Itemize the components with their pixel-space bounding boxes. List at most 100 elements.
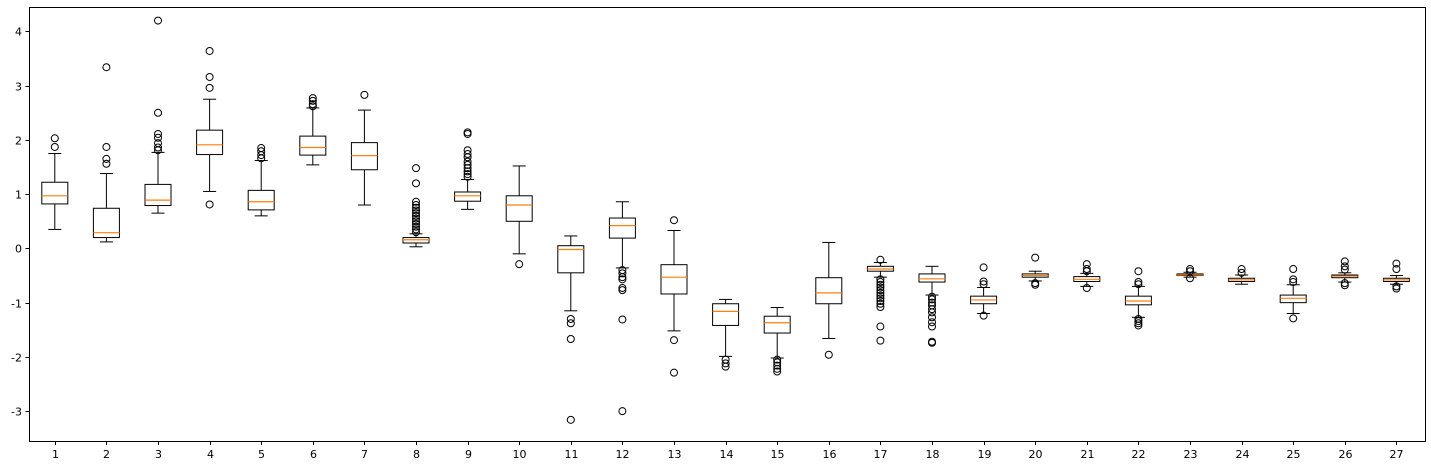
x-tick-label: 9: [465, 448, 472, 461]
outlier-point: [566, 335, 575, 344]
outlier-point: [154, 143, 162, 152]
outlier-point: [102, 159, 111, 168]
outlier-point: [876, 275, 885, 284]
outlier-point: [721, 362, 730, 371]
iqr-box: [92, 207, 120, 239]
iqr-box: [299, 135, 327, 156]
outlier-point: [1031, 280, 1040, 289]
outlier-point: [824, 350, 833, 359]
x-axis: 1 2 3 4 5 6 7 8 9 10 11 12 13 14 15 16 17 18 19 20 21 22 23 24 2…: [52, 441, 1404, 461]
iqr-box: [660, 264, 688, 295]
outlier-point: [618, 269, 627, 278]
box-group: [763, 307, 791, 376]
x-tick-label: 16: [823, 448, 837, 461]
outlier-point: [566, 314, 575, 323]
iqr-box: [918, 273, 946, 283]
outlier-point: [1237, 265, 1246, 274]
outlier-point: [1340, 281, 1349, 290]
outlier-point: [205, 200, 214, 209]
iqr-box: [815, 277, 843, 305]
outlier-point: [876, 322, 885, 331]
outlier-point: [308, 96, 317, 105]
iqr-box: [608, 217, 636, 239]
outlier-point: [928, 292, 936, 301]
x-tick-label: 18: [926, 448, 940, 461]
outlier-point: [308, 102, 317, 111]
box-group: [712, 298, 740, 371]
x-tick-label: 24: [1236, 448, 1250, 461]
outlier-point: [1134, 321, 1143, 330]
box-group: [505, 165, 533, 269]
outlier-point: [1340, 262, 1349, 271]
plot-content: [41, 16, 1410, 424]
outlier-point: [154, 16, 162, 25]
outlier-point: [50, 142, 59, 151]
x-tick-label: 20: [1029, 448, 1043, 461]
outlier-point: [463, 160, 472, 169]
outlier-point: [360, 90, 369, 99]
iqr-box: [505, 195, 533, 222]
outlier-point: [412, 203, 420, 212]
outlier-point: [928, 295, 936, 304]
outlier-point: [1392, 284, 1401, 293]
x-tick-label: 17: [874, 448, 888, 461]
outlier-point: [1134, 278, 1143, 287]
iqr-box: [454, 191, 482, 202]
box-group: [1073, 260, 1101, 293]
x-tick-label: 8: [413, 448, 420, 461]
outlier-point: [773, 361, 782, 370]
outlier-point: [1186, 274, 1194, 283]
outlier-point: [670, 336, 678, 345]
outlier-point: [566, 319, 575, 328]
box-group: [402, 164, 430, 248]
outlier-point: [876, 291, 885, 300]
outlier-point: [928, 338, 936, 347]
iqr-box: [763, 315, 791, 334]
outlier-point: [308, 100, 317, 109]
outlier-point: [412, 209, 420, 218]
x-tick-label: 14: [720, 448, 734, 461]
x-tick-label: 2: [103, 448, 110, 461]
x-tick-label: 13: [668, 448, 682, 461]
outlier-point: [412, 228, 420, 237]
outlier-point: [876, 303, 885, 312]
outlier-point: [1340, 279, 1349, 288]
box-group: [454, 128, 482, 210]
outlier-point: [463, 146, 472, 155]
outlier-point: [1134, 267, 1143, 276]
outlier-point: [205, 83, 214, 92]
outlier-point: [670, 368, 678, 377]
outlier-point: [1031, 253, 1040, 262]
iqr-box: [557, 245, 585, 274]
outlier-point: [50, 134, 59, 143]
y-tick-label: -1: [11, 298, 22, 311]
outlier-point: [876, 278, 885, 287]
outlier-point: [876, 288, 885, 297]
outlier-point: [412, 206, 420, 215]
outlier-point: [1392, 265, 1401, 274]
outlier-point: [308, 94, 317, 103]
x-tick-label: 4: [207, 448, 214, 461]
outlier-point: [979, 311, 988, 320]
outlier-point: [154, 108, 162, 117]
x-tick-label: 10: [513, 448, 527, 461]
outlier-point: [1082, 284, 1091, 293]
outlier-point: [1237, 268, 1246, 277]
outlier-point: [618, 275, 627, 284]
outlier-point: [618, 315, 627, 324]
box-group: [350, 90, 378, 206]
outlier-point: [1134, 317, 1143, 326]
iqr-box: [247, 189, 275, 211]
outlier-point: [876, 255, 885, 264]
outlier-point: [257, 144, 266, 153]
outlier-point: [412, 220, 420, 228]
outlier-point: [618, 407, 627, 416]
outlier-point: [1340, 257, 1349, 266]
outlier-point: [463, 150, 472, 159]
box-group: [1021, 253, 1049, 289]
outlier-point: [1392, 259, 1401, 268]
box-group: [660, 216, 688, 377]
outlier-point: [205, 46, 214, 55]
iqr-box: [712, 303, 740, 326]
